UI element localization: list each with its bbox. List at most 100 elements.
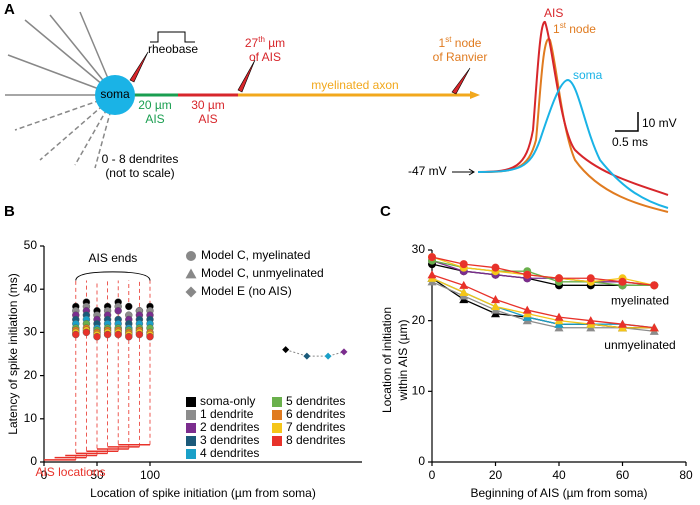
soma-label: soma bbox=[100, 87, 130, 101]
y-tick-label: 20 bbox=[24, 368, 38, 382]
point bbox=[103, 330, 112, 339]
soma bbox=[95, 75, 135, 115]
y-tick-label: 20 bbox=[412, 313, 426, 327]
group-label: unmyelinated bbox=[604, 338, 675, 352]
electrode bbox=[451, 67, 471, 95]
label: AIS bbox=[198, 112, 217, 126]
x-tick-label: 0 bbox=[429, 468, 436, 482]
label: 10 mV bbox=[642, 116, 677, 130]
point bbox=[491, 263, 500, 272]
point bbox=[586, 316, 596, 325]
x-tick-label: 100 bbox=[140, 468, 160, 482]
legend-label: 7 dendrites bbox=[286, 420, 345, 434]
x-tick-label: 40 bbox=[552, 468, 566, 482]
point bbox=[491, 302, 500, 311]
point bbox=[93, 333, 101, 341]
panel-letter: A bbox=[4, 1, 15, 18]
x-tick-label: 60 bbox=[616, 468, 630, 482]
line bbox=[431, 256, 655, 286]
point bbox=[72, 330, 80, 339]
legend-label: Model C, unmyelinated bbox=[201, 266, 324, 280]
point bbox=[340, 348, 348, 356]
y-tick-label: 0 bbox=[30, 454, 37, 468]
legend-label: Model E (no AIS) bbox=[201, 284, 292, 298]
point bbox=[125, 302, 133, 311]
legend-swatch bbox=[272, 410, 282, 420]
point bbox=[650, 281, 659, 290]
label: 1st node bbox=[439, 35, 482, 50]
label: myelinated axon bbox=[311, 78, 398, 92]
point bbox=[146, 333, 154, 341]
label: rheobase bbox=[148, 42, 198, 56]
point bbox=[649, 323, 659, 332]
panel-letter: C bbox=[380, 203, 391, 220]
point bbox=[555, 274, 563, 283]
point bbox=[303, 352, 311, 360]
point bbox=[135, 330, 144, 339]
legend-label: 4 dendrites bbox=[200, 446, 259, 460]
y-axis-label: Location of initiation bbox=[380, 307, 394, 413]
group-label: myelinated bbox=[611, 294, 669, 308]
label: -47 mV bbox=[408, 164, 447, 178]
point bbox=[459, 280, 469, 289]
point bbox=[522, 305, 532, 314]
y-axis-label: Latency of spike initiation (ms) bbox=[6, 273, 20, 434]
x-tick-label: 50 bbox=[90, 468, 104, 482]
point bbox=[523, 270, 532, 279]
legend-marker bbox=[185, 268, 197, 279]
label: 1st node bbox=[553, 21, 596, 36]
point bbox=[282, 346, 290, 354]
point bbox=[324, 352, 332, 360]
legend-label: 1 dendrite bbox=[200, 407, 254, 421]
point bbox=[618, 277, 627, 286]
legend-label: Model C, myelinated bbox=[201, 248, 310, 262]
legend-marker bbox=[185, 286, 197, 298]
legend-label: 3 dendrites bbox=[200, 433, 259, 447]
line bbox=[431, 274, 655, 329]
point bbox=[459, 287, 469, 296]
x-tick-label: 20 bbox=[489, 468, 503, 482]
point bbox=[427, 270, 437, 279]
legend-swatch bbox=[272, 397, 282, 407]
label: 30 µm bbox=[191, 98, 225, 112]
point bbox=[114, 330, 122, 339]
y-tick-label: 50 bbox=[24, 238, 38, 252]
arrow bbox=[452, 168, 475, 176]
x-tick-label: 80 bbox=[679, 468, 693, 482]
legend-swatch bbox=[186, 423, 196, 433]
legend-label: 5 dendrites bbox=[286, 394, 345, 408]
model-e-line bbox=[285, 349, 345, 357]
scale-bar bbox=[615, 112, 639, 132]
label: soma bbox=[573, 68, 603, 82]
legend-swatch bbox=[272, 423, 282, 433]
panel-letter: B bbox=[4, 203, 15, 220]
legend-swatch bbox=[272, 436, 282, 446]
legend-marker bbox=[186, 251, 196, 261]
ais-ends-label: AIS ends bbox=[89, 251, 138, 265]
trace-ais bbox=[477, 20, 669, 196]
point bbox=[586, 274, 595, 283]
point bbox=[459, 260, 468, 269]
label: 0.5 ms bbox=[612, 135, 648, 149]
legend-label: 6 dendrites bbox=[286, 407, 345, 421]
point bbox=[114, 307, 122, 315]
x-axis-label: Location of spike initiation (µm from so… bbox=[90, 486, 316, 500]
point bbox=[82, 328, 91, 337]
y-tick-label: 30 bbox=[24, 325, 38, 339]
rheobase-step bbox=[150, 31, 195, 43]
point bbox=[618, 319, 627, 328]
line bbox=[431, 277, 655, 329]
point bbox=[428, 253, 436, 262]
label: 0 - 8 dendrites bbox=[102, 152, 179, 166]
label: of AIS bbox=[249, 50, 281, 64]
point bbox=[491, 294, 500, 304]
label: of Ranvier bbox=[433, 50, 488, 64]
x-axis-label: Beginning of AIS (µm from soma) bbox=[471, 486, 648, 500]
y-tick-label: 0 bbox=[418, 454, 425, 468]
arrow bbox=[470, 91, 480, 99]
legend-label: 8 dendrites bbox=[286, 433, 345, 447]
legend-swatch bbox=[186, 449, 196, 459]
y-tick-label: 30 bbox=[412, 242, 426, 256]
label: 27th µm bbox=[245, 35, 285, 50]
